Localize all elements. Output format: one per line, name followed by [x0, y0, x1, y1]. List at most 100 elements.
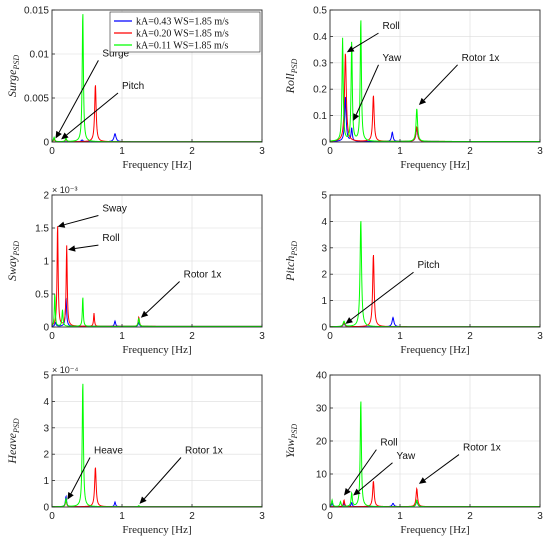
- x-tick-label: 1: [397, 146, 403, 157]
- x-tick-label: 0: [327, 511, 333, 522]
- x-axis-label: Frequency [Hz]: [400, 524, 469, 536]
- annotation-arrow: [358, 462, 393, 492]
- annotation-label: Sway: [102, 203, 126, 214]
- x-tick-label: 0: [49, 511, 55, 522]
- annotation-label: Surge: [102, 48, 129, 59]
- legend-entry: kA=0.20 WS=1.85 m/s: [136, 29, 229, 40]
- x-tick-label: 3: [537, 331, 543, 342]
- series-line-3: [329, 20, 540, 142]
- annotation-arrow: [145, 281, 180, 314]
- annotation-label: Rotor 1x: [185, 446, 223, 457]
- x-tick-label: 0: [49, 331, 55, 342]
- x-tick-label: 3: [259, 331, 265, 342]
- y-tick-label: 2: [321, 270, 327, 281]
- x-tick-label: 0: [49, 146, 55, 157]
- y-axis-label-sub: PSD: [290, 58, 299, 74]
- annotation-arrow: [70, 457, 91, 494]
- x-tick-label: 1: [397, 331, 403, 342]
- x-axis-label: Frequency [Hz]: [122, 344, 191, 356]
- annotation-arrowhead: [68, 245, 76, 252]
- y-axis-label: SwayPSD: [5, 241, 21, 281]
- y-tick-label: 5: [43, 371, 49, 382]
- y-axis-label-main: Pitch: [283, 256, 297, 282]
- y-axis-label-sub: PSD: [290, 424, 299, 440]
- legend-entry: kA=0.11 WS=1.85 m/s: [136, 41, 229, 52]
- y-axis-label-main: Surge: [5, 69, 19, 97]
- annotation-label: Roll: [102, 233, 119, 244]
- y-axis-label: YawPSD: [283, 424, 299, 458]
- annotation-arrowhead: [140, 310, 149, 318]
- legend-entry: kA=0.43 WS=1.85 m/s: [136, 17, 229, 28]
- x-tick-label: 1: [397, 511, 403, 522]
- y-tick-label: 4: [321, 217, 327, 228]
- y-tick-label: 5: [321, 191, 327, 202]
- x-tick-label: 3: [259, 146, 265, 157]
- annotation-arrowhead: [57, 221, 66, 228]
- y-tick-label: 0: [43, 138, 49, 149]
- y-axis-label: PitchPSD: [283, 241, 299, 282]
- y-axis-label: HeavePSD: [5, 418, 21, 465]
- y-axis-label-main: Roll: [283, 73, 297, 95]
- y-tick-label: 1: [43, 257, 49, 268]
- y-tick-label: 3: [43, 423, 49, 434]
- y-tick-label: 0: [321, 503, 327, 514]
- annotation-label: Rotor 1x: [462, 53, 500, 64]
- series-line-3: [51, 294, 262, 327]
- annotation-arrow: [58, 60, 99, 133]
- x-tick-label: 2: [467, 146, 473, 157]
- x-axis-label: Frequency [Hz]: [122, 524, 191, 536]
- y-axis-label-sub: PSD: [12, 418, 21, 434]
- x-tick-label: 2: [467, 511, 473, 522]
- y-tick-label: 1.5: [35, 224, 49, 235]
- annotation-arrow: [423, 64, 458, 101]
- annotation-arrowhead: [345, 317, 353, 324]
- annotation-arrowhead: [418, 97, 427, 106]
- plot-area: [329, 194, 541, 328]
- y-tick-label: 0.3: [313, 58, 327, 69]
- y-tick-label: 30: [316, 404, 328, 415]
- y-tick-label: 2: [43, 191, 49, 202]
- legend: kA=0.43 WS=1.85 m/skA=0.20 WS=1.85 m/skA…: [109, 11, 261, 53]
- x-tick-label: 1: [119, 331, 125, 342]
- x-tick-label: 1: [119, 146, 125, 157]
- legend-box: [109, 11, 261, 53]
- y-tick-label: 0: [321, 323, 327, 334]
- annotation-arrow: [66, 92, 119, 136]
- annotation-arrow: [424, 454, 460, 481]
- annotation-label: Yaw: [397, 451, 416, 462]
- y-tick-label: 0: [43, 323, 49, 334]
- y-tick-label: 0.4: [313, 32, 327, 43]
- annotation-label: Pitch: [122, 81, 144, 92]
- y-multiplier: × 10⁻⁴: [52, 365, 79, 375]
- y-tick-label: 20: [316, 437, 328, 448]
- x-tick-label: 2: [189, 146, 195, 157]
- annotation-arrowhead: [139, 496, 147, 504]
- y-tick-label: 0: [321, 138, 327, 149]
- annotation-label: Rotor 1x: [184, 269, 222, 280]
- annotation-arrow: [355, 64, 379, 115]
- annotation-arrowhead: [55, 130, 62, 139]
- y-axis-label-sub: PSD: [12, 55, 21, 71]
- axes-box: [329, 9, 541, 143]
- annotation-label: Pitch: [418, 260, 440, 271]
- x-axis-label: Frequency [Hz]: [122, 159, 191, 171]
- y-tick-label: 0.5: [35, 290, 49, 301]
- annotation-arrowhead: [418, 477, 427, 484]
- x-tick-label: 0: [327, 331, 333, 342]
- annotation-arrow: [350, 271, 414, 321]
- axes-box: [329, 194, 541, 328]
- y-tick-label: 0: [43, 503, 49, 514]
- plot-area: [329, 9, 541, 143]
- y-tick-label: 4: [43, 397, 49, 408]
- axes-box: [51, 374, 263, 508]
- annotation-arrowhead: [353, 488, 361, 496]
- y-axis-label-sub: PSD: [12, 241, 21, 257]
- y-tick-label: 0.5: [313, 6, 327, 17]
- annotation-arrow: [352, 32, 379, 50]
- y-axis-label-main: Sway: [5, 255, 19, 281]
- y-axis-label: SurgePSD: [5, 55, 21, 97]
